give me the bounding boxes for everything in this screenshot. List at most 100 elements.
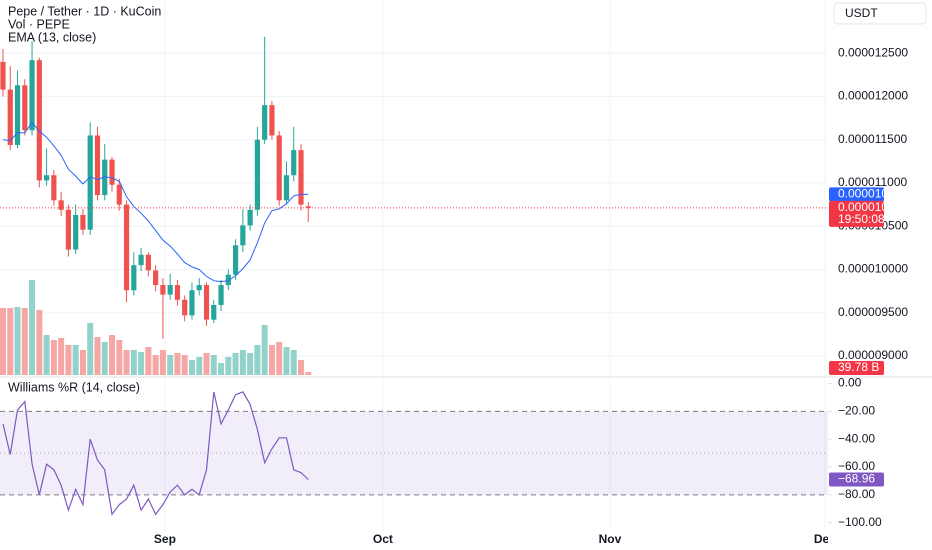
volume-bar — [283, 347, 290, 375]
x-tick-label: Oct — [373, 532, 393, 546]
candle-body — [211, 304, 217, 320]
candle-body — [276, 135, 282, 201]
candle-body — [43, 175, 50, 181]
axis-layer: 0.000009000 0.000009500 0.000010000 0.00001… — [828, 45, 908, 529]
candle-body — [254, 139, 260, 210]
candle-body — [131, 265, 137, 291]
candle-body — [109, 159, 115, 185]
y-tick-label: −60.00 — [838, 459, 875, 473]
volume-bar — [94, 337, 101, 375]
price-marker-countdown: 19:50:08 — [838, 212, 885, 226]
volume-bar — [109, 335, 116, 375]
candle-body — [123, 204, 130, 291]
volume-bar — [152, 355, 159, 375]
volume-bar — [50, 340, 57, 375]
indicator-line — [2, 391, 309, 516]
candle-body — [247, 209, 253, 226]
volume-bar — [305, 372, 312, 375]
currency-label[interactable]: USDT — [845, 6, 878, 20]
y-tick-label: 0.000011000 — [838, 175, 908, 189]
volume-bar — [123, 349, 130, 375]
price-marker: 0.000010868 — [838, 187, 908, 201]
candle-body — [14, 85, 21, 145]
x-tick-label: Nov — [599, 532, 622, 546]
volume-bar — [232, 352, 239, 375]
volume-bar — [101, 341, 108, 375]
y-tick-label: −80.00 — [838, 487, 875, 501]
candle-body — [73, 215, 79, 250]
volume-bar — [298, 359, 305, 375]
volume-bar — [174, 352, 181, 375]
candle-body — [283, 175, 290, 201]
volume-bar — [0, 308, 6, 375]
candle-body — [58, 200, 64, 210]
volume-bar — [276, 341, 283, 375]
candle-body — [182, 299, 188, 316]
candle-body — [7, 89, 13, 145]
candle-body — [116, 184, 122, 205]
volume-legend: Vol · PEPE — [8, 17, 70, 31]
volume-bar — [254, 344, 261, 375]
candle-body — [291, 150, 297, 176]
volume-bar — [188, 359, 195, 375]
y-tick-label: 0.000010000 — [838, 262, 908, 276]
volume-bar — [218, 363, 225, 375]
candle-body — [305, 206, 311, 208]
candle-body — [196, 285, 202, 291]
y-tick-label: 0.000012000 — [838, 89, 908, 103]
indicator-title: Williams %R (14, close) — [8, 380, 140, 394]
volume-bar — [130, 349, 137, 375]
grid-layer — [0, 0, 828, 531]
candle-body — [87, 135, 93, 230]
candle-body — [153, 270, 159, 286]
volume-bar — [7, 308, 14, 375]
volume-bar — [116, 340, 123, 375]
volume-bar — [196, 356, 203, 375]
price-marker-box — [829, 187, 884, 202]
volume-bar — [29, 280, 36, 375]
price-marker: 0.000010712 — [838, 200, 908, 214]
ema-legend: EMA (13, close) — [8, 30, 96, 44]
y-tick-label: 0.00 — [838, 376, 862, 390]
candle-body — [29, 60, 35, 131]
x-tick-label: Sep — [154, 532, 176, 546]
candle-body — [218, 285, 224, 305]
candle-body — [65, 209, 72, 250]
volume-bar — [167, 355, 174, 375]
y-tick-label: 0.000011500 — [838, 132, 908, 146]
candle-body — [36, 60, 42, 181]
currency-button[interactable] — [833, 2, 927, 25]
candle-body — [298, 150, 304, 205]
candle-body — [189, 290, 195, 316]
volume-marker-box — [829, 361, 884, 375]
volume-bar — [145, 347, 152, 375]
candle-body — [94, 135, 101, 196]
candle-body — [138, 254, 144, 266]
x-tick-label: Dec — [814, 532, 836, 546]
band-fill — [0, 411, 828, 495]
volume-bar — [87, 322, 94, 375]
volume-bar — [159, 349, 166, 375]
y-tick-label: 0.000009000 — [838, 348, 908, 362]
y-tick-label: 0.000009500 — [838, 305, 908, 319]
volume-bar — [225, 356, 232, 375]
volume-bar — [268, 344, 275, 375]
volume-bar — [21, 308, 28, 375]
y-tick-label: −100.00 — [838, 515, 882, 529]
volume-marker: 39.78 B — [838, 360, 879, 374]
candle-body — [145, 254, 151, 271]
volume-bar — [14, 306, 21, 375]
candle-body — [174, 285, 181, 300]
volume-bar — [247, 352, 254, 375]
candle-body — [160, 285, 166, 295]
y-tick-label: 0.000012500 — [838, 45, 908, 59]
price-marker-box — [829, 200, 884, 227]
candle-body — [240, 225, 246, 246]
plot-area: Sep Oct Nov Dec — [0, 36, 836, 546]
candle-body — [80, 215, 86, 230]
candle-body — [232, 245, 239, 275]
volume-bar — [79, 349, 86, 375]
volume-bar — [210, 355, 217, 375]
volume-bar — [261, 325, 268, 375]
